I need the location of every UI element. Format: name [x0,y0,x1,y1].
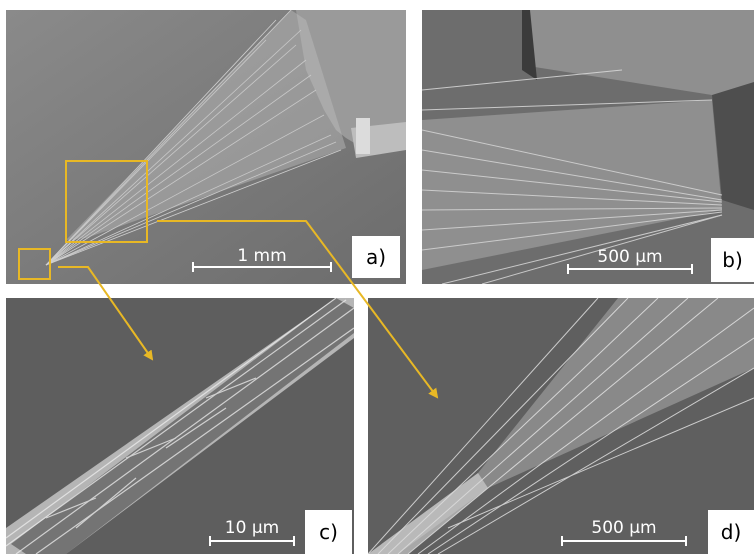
panel-d-label: d) [708,510,754,554]
scale-bar-tick [567,264,569,274]
scale-bar-tick [561,536,563,546]
panel-c-scale-label: 10 µm [224,518,280,538]
scale-bar-line [561,540,687,542]
panel-c-micrograph [6,298,354,554]
panel-a-sem-image [6,10,406,284]
panel-a-micrograph [6,10,406,284]
panel-c-scale-bar [209,530,295,546]
scale-bar-tick [691,264,693,274]
panel-b-sem-image [422,10,754,284]
scale-bar-tick [293,536,295,546]
panel-d-sem-image [368,298,754,554]
panel-a-label: a) [352,236,400,278]
panel-d-micrograph [368,298,754,554]
panel-d-scale-label: 500 µm [591,518,657,538]
scale-bar-line [567,268,693,270]
scale-bar-line [209,540,295,542]
scale-bar-tick [685,536,687,546]
scale-bar-tick [209,536,211,546]
panel-a-scale-label: 1 mm [237,246,287,266]
panel-b-micrograph [422,10,754,284]
panel-b-scale-label: 500 µm [597,247,663,267]
panel-b-scale-bar [567,258,693,274]
panel-c-label: c) [305,510,352,554]
panel-d-scale-bar [561,530,687,546]
panel-b-label: b) [711,238,754,282]
panel-c-sem-image [6,298,354,554]
scale-bar-line [192,266,332,268]
